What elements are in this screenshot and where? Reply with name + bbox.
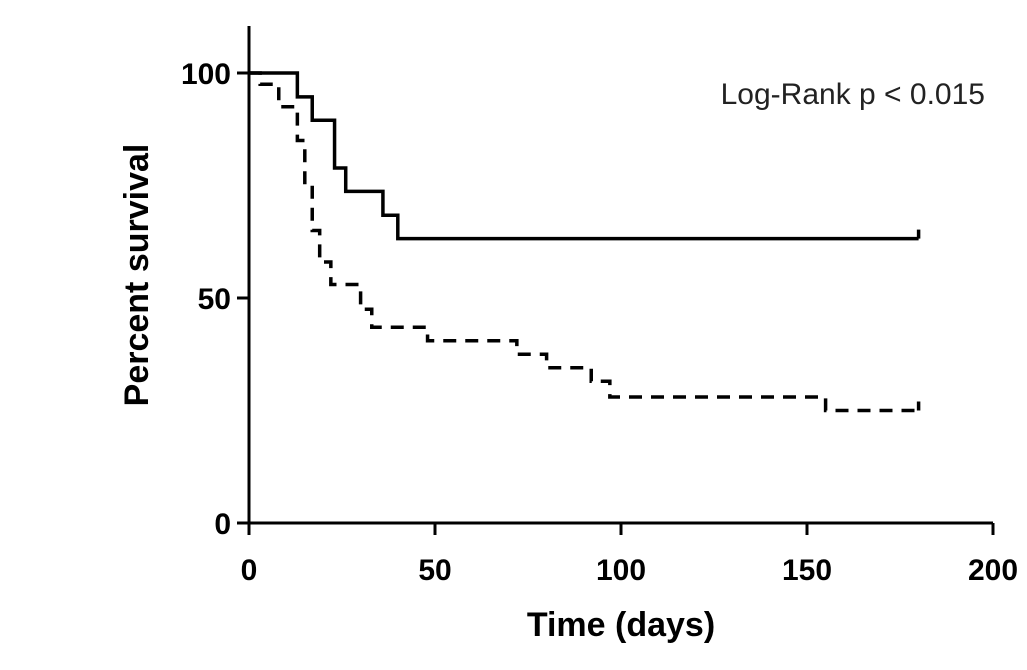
x-tick-label-200: 200 [968, 554, 1018, 587]
y-tick-label-50: 50 [198, 283, 231, 316]
axis-ticks: 0 50 100 150 200 0 50 100 [181, 58, 1018, 587]
y-tick-label-100: 100 [181, 58, 231, 91]
survival-curve-dashed [249, 71, 919, 413]
x-tick-label-100: 100 [596, 554, 646, 587]
y-tick-label-0: 0 [214, 508, 231, 541]
x-tick-label-150: 150 [782, 554, 832, 587]
y-axis-title: Percent survival [118, 144, 156, 407]
survival-curve-solid [249, 71, 919, 241]
x-tick-label-50: 50 [418, 554, 451, 587]
x-tick-label-0: 0 [241, 554, 258, 587]
series-layer [249, 71, 921, 413]
annotation-log-rank: Log-Rank p < 0.015 [721, 78, 985, 111]
x-axis-title: Time (days) [527, 606, 715, 644]
